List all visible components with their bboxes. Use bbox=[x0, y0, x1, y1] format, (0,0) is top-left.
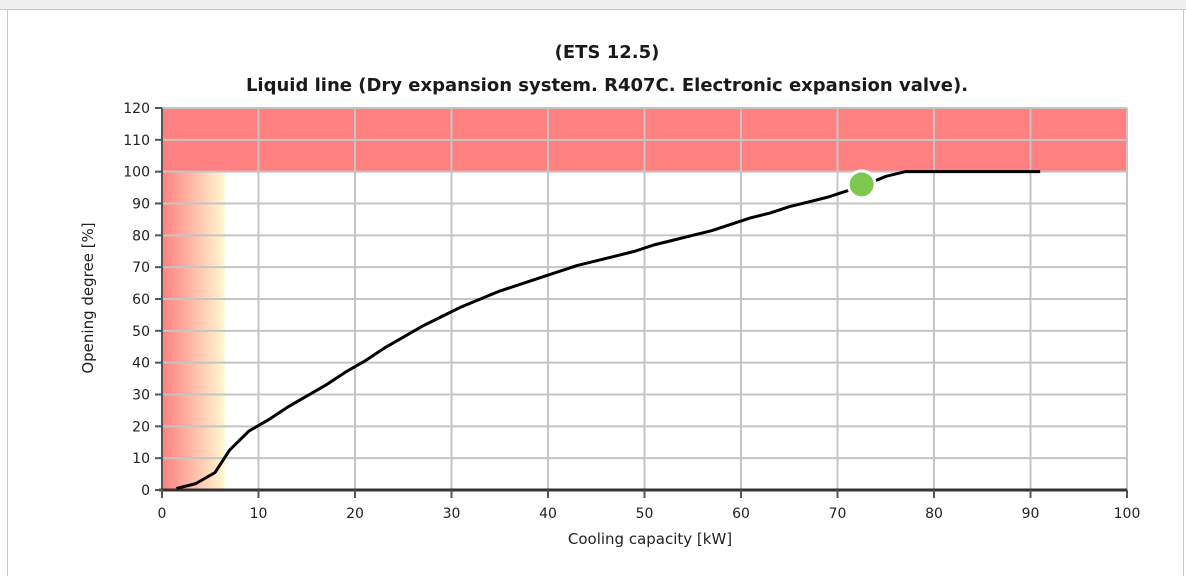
y-tick-label: 90 bbox=[132, 197, 150, 213]
y-tick-label: 50 bbox=[132, 324, 150, 340]
chart-title: (ETS 12.5) bbox=[555, 42, 660, 63]
chart-subtitle: Liquid line (Dry expansion system. R407C… bbox=[246, 75, 968, 96]
x-tick-label: 10 bbox=[250, 506, 268, 522]
y-tick-label: 40 bbox=[132, 356, 150, 372]
y-tick-label: 80 bbox=[132, 228, 150, 244]
x-tick-label: 30 bbox=[443, 506, 461, 522]
panel-left-border bbox=[7, 9, 8, 576]
operating-point-marker bbox=[849, 172, 874, 197]
y-tick-label: 110 bbox=[123, 133, 150, 149]
y-axis-label: Opening degree [%] bbox=[79, 222, 97, 373]
y-tick-label: 100 bbox=[123, 165, 150, 181]
y-tick-label: 70 bbox=[132, 260, 150, 276]
x-tick-label: 60 bbox=[732, 506, 750, 522]
y-tick-label: 0 bbox=[141, 483, 150, 499]
x-tick-label: 40 bbox=[539, 506, 557, 522]
series-line bbox=[176, 170, 1041, 490]
y-tick-label: 60 bbox=[132, 292, 150, 308]
y-tick-label: 10 bbox=[132, 451, 150, 467]
y-tick-label: 120 bbox=[123, 101, 150, 117]
window-top-bar bbox=[0, 0, 1186, 10]
x-tick-label: 90 bbox=[1022, 506, 1040, 522]
x-tick-label: 70 bbox=[829, 506, 847, 522]
y-tick-label: 20 bbox=[132, 419, 150, 435]
y-tick-label: 30 bbox=[132, 388, 150, 404]
x-tick-label: 80 bbox=[925, 506, 943, 522]
x-axis-label: Cooling capacity [kW] bbox=[568, 530, 732, 548]
x-tick-label: 20 bbox=[346, 506, 364, 522]
x-tick-label: 100 bbox=[1114, 506, 1141, 522]
x-tick-label: 50 bbox=[636, 506, 654, 522]
x-tick-label: 0 bbox=[158, 506, 167, 522]
panel-right-border bbox=[1183, 9, 1184, 576]
